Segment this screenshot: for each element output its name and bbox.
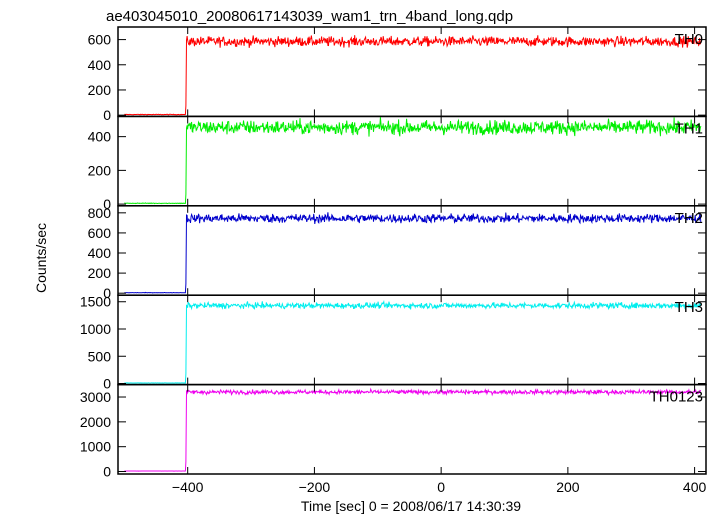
series-line-th0123 xyxy=(124,387,702,472)
series-label-th3: TH3 xyxy=(675,299,703,316)
y-axis-label: Counts/sec xyxy=(33,223,49,293)
panel-frame xyxy=(117,383,707,475)
x-tick-label: 400 xyxy=(683,479,707,495)
x-axis: −400 −200 0 200 400 xyxy=(172,479,707,495)
y-tick-label: 200 xyxy=(88,82,112,98)
x-axis-label: Time [sec] 0 = 2008/06/17 14:30:39 xyxy=(301,498,521,514)
x-tick-label: 200 xyxy=(556,479,580,495)
series-label-th0: TH0 xyxy=(675,31,703,48)
x-tick-label: −200 xyxy=(299,479,331,495)
panel-th3: 0 500 1000 1500 TH3 xyxy=(80,294,707,392)
series-line-th3 xyxy=(124,299,702,384)
y-tick-label: 0 xyxy=(103,464,111,480)
series-line-th0 xyxy=(124,35,702,116)
chart-title: ae403045010_20080617143039_wam1_trn_4ban… xyxy=(106,8,513,25)
y-tick-label: 0 xyxy=(103,196,111,212)
y-tick-label: 600 xyxy=(88,225,112,241)
y-tick-label: 400 xyxy=(88,129,112,145)
panel-th0: 0 200 400 600 TH0 xyxy=(88,26,707,123)
y-tick-label: 500 xyxy=(88,348,112,364)
y-tick-label: 3000 xyxy=(80,389,111,405)
x-tick-label: −400 xyxy=(172,479,204,495)
y-tick-label: 1000 xyxy=(80,321,111,337)
series-line-th2 xyxy=(124,212,702,294)
y-tick-label: 600 xyxy=(88,32,112,48)
series-label-th1: TH1 xyxy=(675,120,703,137)
y-tick-label: 0 xyxy=(103,285,111,301)
y-tick-label: 200 xyxy=(88,162,112,178)
series-label-th0123: TH0123 xyxy=(650,389,703,406)
y-tick-label: 0 xyxy=(103,376,111,392)
x-tick-label: 0 xyxy=(437,479,445,495)
series-line-th1 xyxy=(124,117,702,205)
panel-th2: 0 200 400 600 800 TH2 xyxy=(88,205,707,301)
y-tick-label: 800 xyxy=(88,205,112,221)
y-tick-label: 400 xyxy=(88,57,112,73)
y-tick-label: 1000 xyxy=(80,439,111,455)
series-label-th2: TH2 xyxy=(675,210,703,227)
y-tick-label: 0 xyxy=(103,107,111,123)
y-tick-label: 1500 xyxy=(80,294,111,310)
panel-th1: 0 200 400 TH1 xyxy=(88,115,707,212)
y-tick-label: 2000 xyxy=(80,414,111,430)
y-tick-label: 400 xyxy=(88,245,112,261)
panel-frame xyxy=(117,294,707,386)
panel-th0123: 0 1000 2000 3000 TH0123 xyxy=(80,383,707,480)
y-tick-label: 200 xyxy=(88,265,112,281)
